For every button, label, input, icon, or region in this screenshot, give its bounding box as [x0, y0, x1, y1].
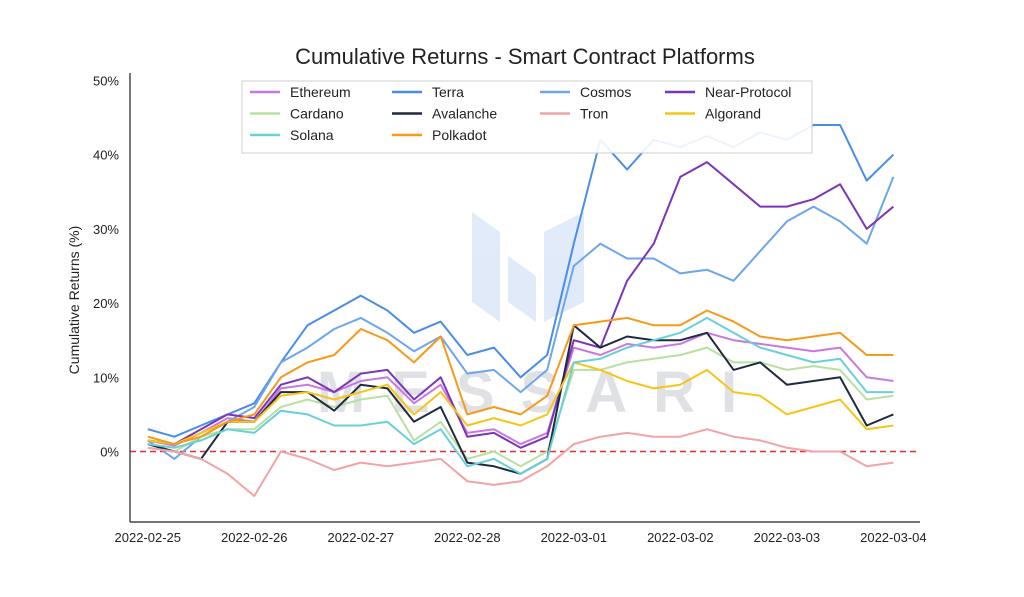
legend-label: Cardano: [290, 106, 344, 122]
legend-item-tron: Tron: [540, 106, 608, 122]
series-line-solana: [147, 316, 894, 475]
legend-label: Solana: [290, 127, 334, 143]
y-tick-label: 10%: [93, 370, 119, 385]
y-tick-label: 0%: [100, 444, 119, 459]
legend-item-polkadot: Polkadot: [392, 127, 487, 143]
legend-item-avalanche: Avalanche: [392, 106, 497, 122]
x-tick-label: 2022-02-25: [115, 530, 182, 545]
x-tick-label: 2022-03-01: [541, 530, 608, 545]
series-line-tron: [147, 428, 894, 497]
legend: Ethereum Terra Cosmos Near-Protocol Cardano A…: [241, 80, 813, 154]
legend-item-solana: Solana: [250, 127, 334, 143]
legend-item-cosmos: Cosmos: [540, 84, 631, 100]
series-layer: [130, 124, 920, 497]
x-tick-label: 2022-03-02: [647, 530, 714, 545]
series-lines: [130, 124, 920, 497]
legend-label: Ethereum: [290, 84, 351, 100]
series-line-near-protocol: [147, 161, 895, 449]
legend-label: Avalanche: [432, 106, 497, 122]
legend-label: Algorand: [705, 106, 761, 122]
chart-title: Cumulative Returns - Smart Contract Plat…: [295, 44, 755, 69]
legend-item-terra: Terra: [392, 84, 464, 100]
x-tick-label: 2022-03-04: [860, 530, 927, 545]
axes-layer: 0% 10% 20% 30% 40% 50% 2022-02-25 2022-02-26 202…: [93, 73, 927, 545]
x-tick-label: 2022-03-03: [754, 530, 821, 545]
x-tick-label: 2022-02-27: [328, 530, 395, 545]
legend-label: Tron: [580, 106, 608, 122]
y-tick-label: 30%: [93, 222, 119, 237]
legend-item-near-protocol: Near-Protocol: [665, 84, 791, 100]
legend-item-algorand: Algorand: [665, 106, 761, 122]
legend-item-cardano: Cardano: [250, 106, 344, 122]
y-tick-label: 40%: [93, 148, 119, 163]
series-line-ethereum: [147, 331, 894, 447]
x-tick-label: 2022-02-26: [221, 530, 288, 545]
series-line-algorand: [147, 361, 894, 446]
legend-item-ethereum: Ethereum: [250, 84, 351, 100]
x-tick-label: 2022-02-28: [434, 530, 501, 545]
series-line-cosmos: [147, 176, 895, 460]
messari-watermark-logo: [472, 212, 584, 322]
legend-label: Polkadot: [432, 127, 487, 143]
series-line-polkadot: [147, 309, 894, 446]
y-tick-label: 50%: [93, 73, 119, 88]
y-tick-label: 20%: [93, 296, 119, 311]
y-axis-label: Cumulative Returns (%): [66, 226, 82, 375]
legend-label: Cosmos: [580, 84, 631, 100]
legend-label: Near-Protocol: [705, 84, 791, 100]
series-line-cardano: [147, 346, 894, 468]
legend-label: Terra: [432, 84, 464, 100]
legend-box: [241, 80, 813, 154]
